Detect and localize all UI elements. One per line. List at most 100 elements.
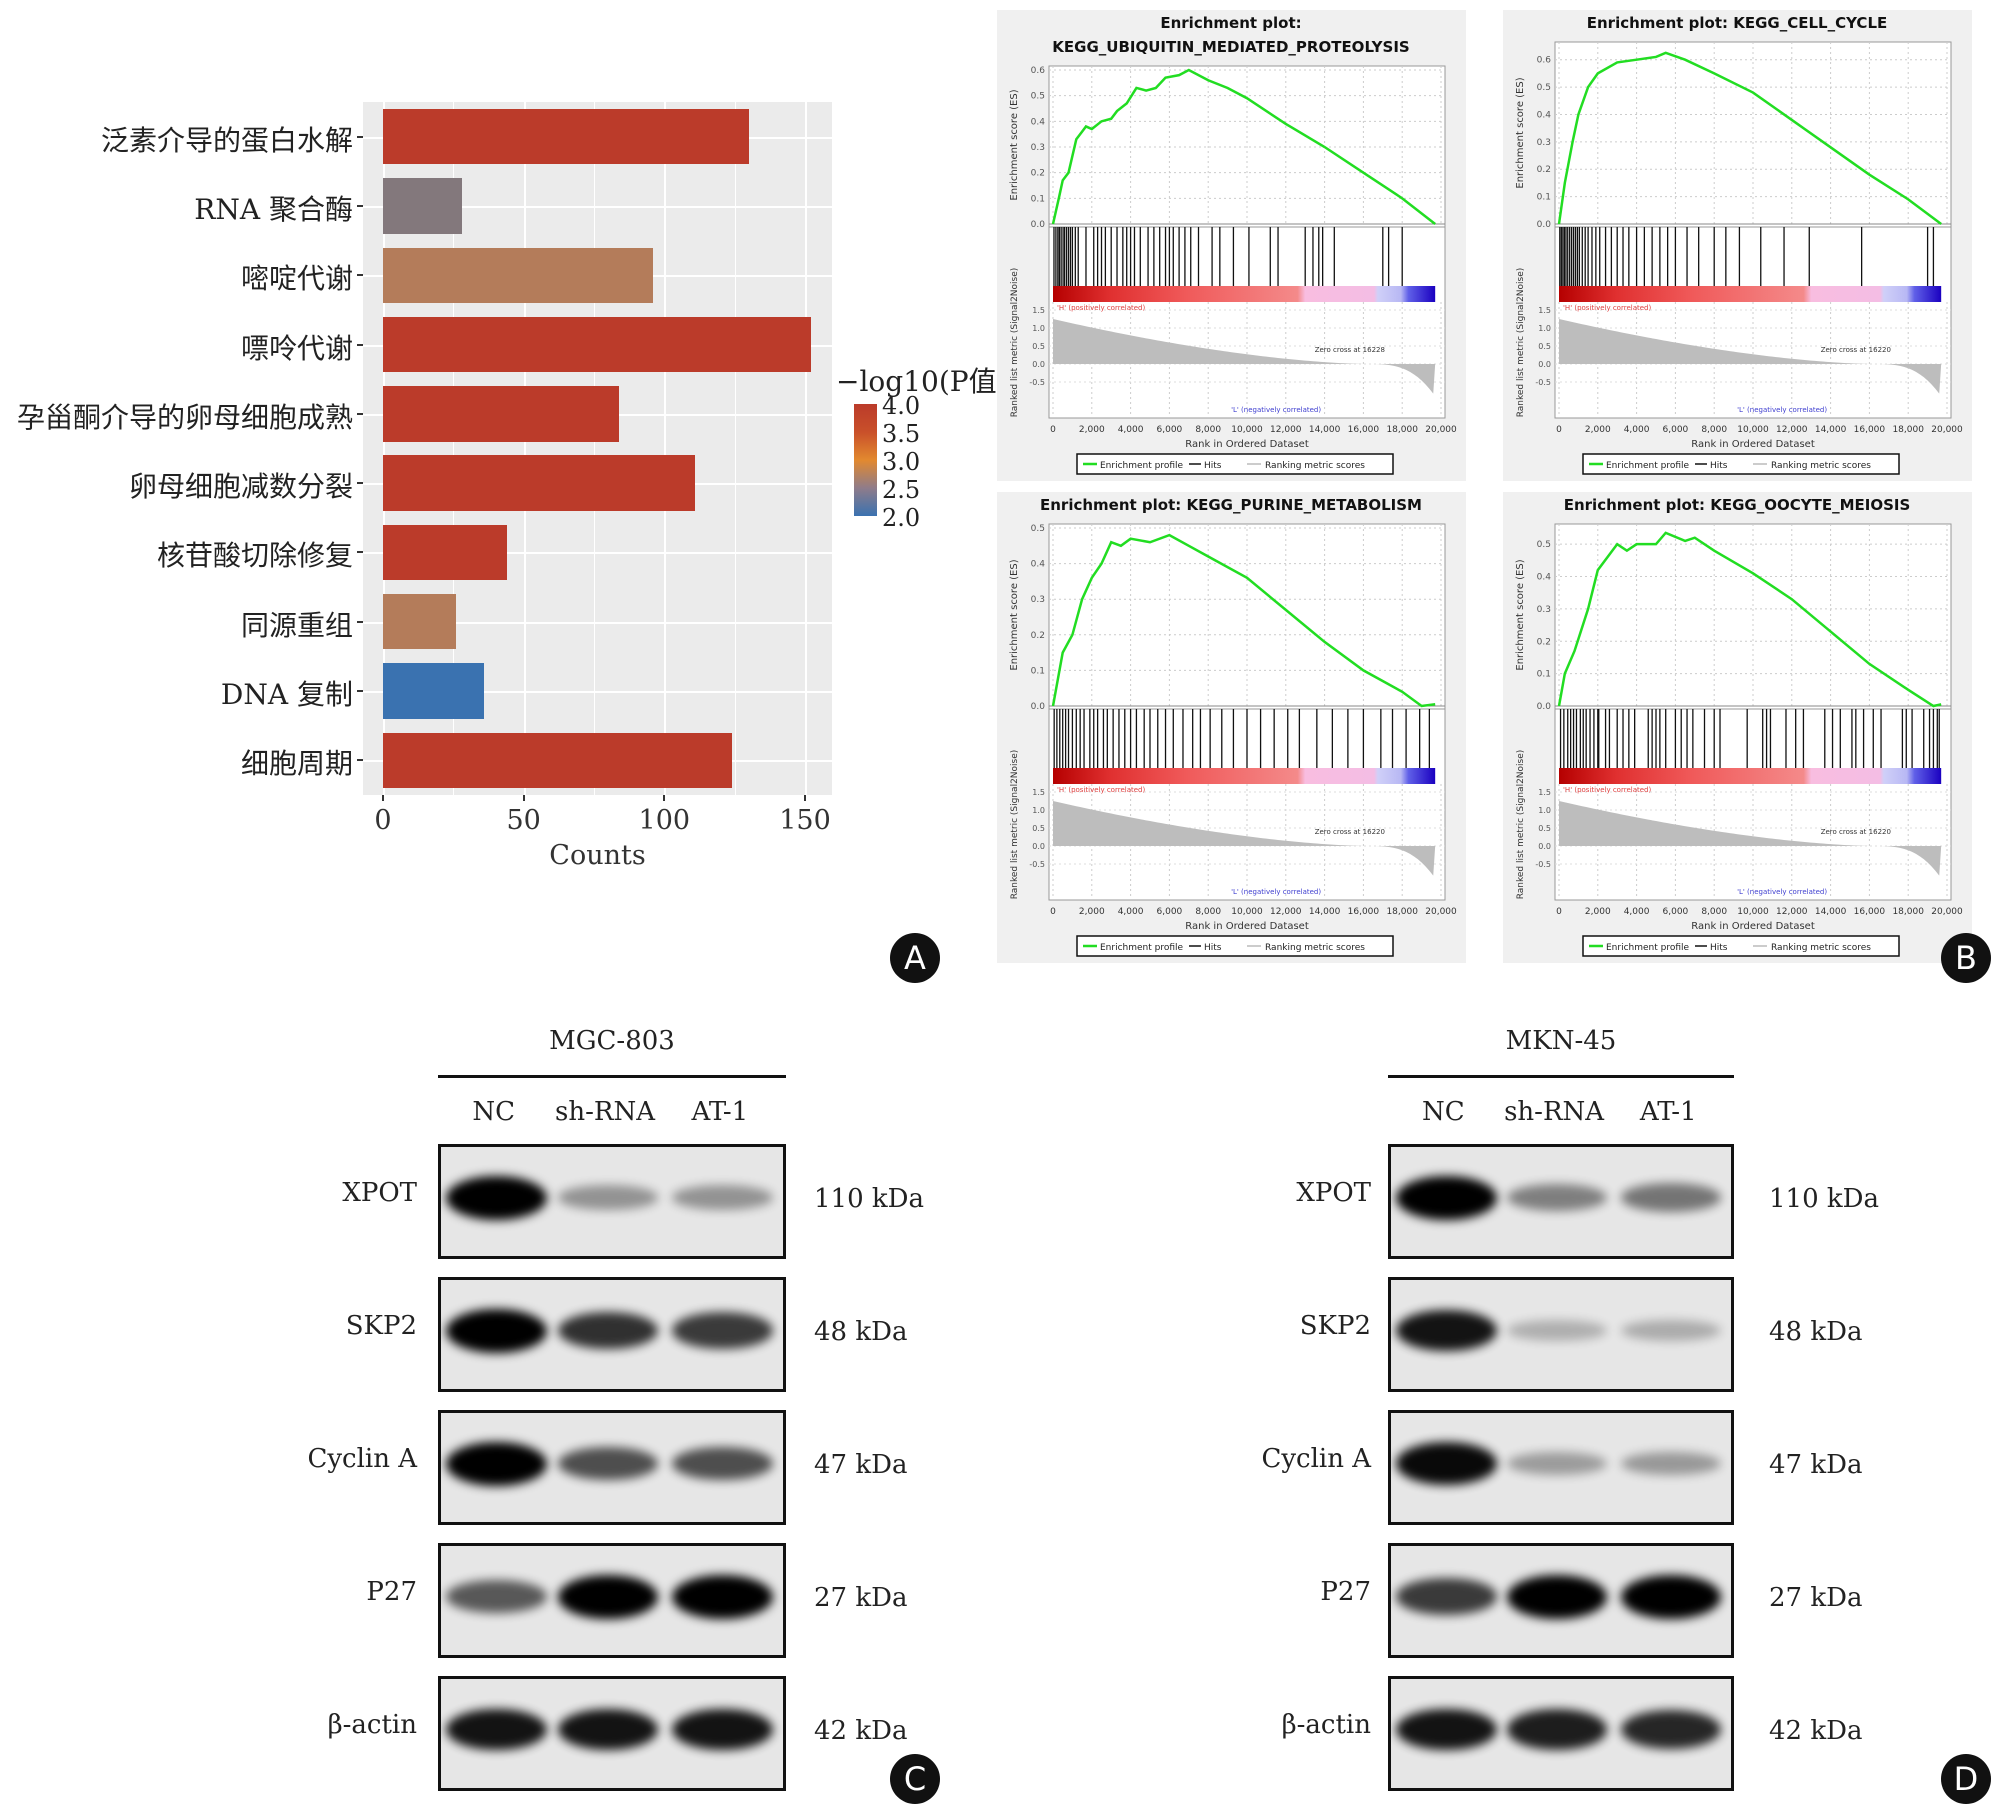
y-tick-label: 0.1 bbox=[1537, 670, 1551, 680]
enrichment-profile-line bbox=[1051, 533, 1436, 708]
blot-strip bbox=[438, 1277, 786, 1392]
cell-line-title: MGC-803 bbox=[549, 1026, 675, 1056]
molecular-weight-label: 48 kDa bbox=[1769, 1317, 1863, 1347]
negative-label: 'L' (negatively correlated) bbox=[1231, 888, 1321, 896]
protein-band bbox=[1396, 1175, 1497, 1220]
bar bbox=[383, 732, 732, 789]
metric-tick-label: 1.0 bbox=[1032, 324, 1045, 333]
protein-band bbox=[446, 1441, 548, 1486]
y-tick-label: 0.2 bbox=[1537, 165, 1551, 175]
gridline bbox=[664, 102, 667, 795]
x-tick-label: 0 bbox=[374, 805, 392, 836]
legend-item: Enrichment profile bbox=[1606, 943, 1690, 953]
y-tick-label: 0.5 bbox=[1537, 540, 1551, 550]
protein-band bbox=[672, 1708, 774, 1751]
legend-item: Ranking metric scores bbox=[1265, 461, 1365, 471]
cell-line-title: MKN-45 bbox=[1505, 1026, 1617, 1056]
protein-band bbox=[672, 1312, 774, 1349]
metric-tick-label: -0.5 bbox=[1029, 378, 1045, 387]
y-tick-label: 0.1 bbox=[1031, 666, 1045, 676]
tick-mark bbox=[522, 795, 525, 801]
gridline bbox=[363, 621, 832, 624]
positive-label: 'H' (positively correlated) bbox=[1563, 304, 1651, 312]
category-label: 同源重组 bbox=[240, 608, 353, 642]
category-label: DNA 复制 bbox=[220, 678, 353, 712]
ranking-color-bar bbox=[1053, 768, 1436, 784]
legend-item: Ranking metric scores bbox=[1771, 943, 1871, 953]
y-tick-label: 0.2 bbox=[1031, 169, 1045, 179]
colorbar-tick-label: 2.5 bbox=[882, 476, 921, 504]
category-label: 泛素介导的蛋白水解 bbox=[100, 123, 353, 157]
protein-band bbox=[557, 1446, 659, 1481]
lane-label: NC bbox=[472, 1097, 515, 1127]
x-tick-label: 16,000 bbox=[1348, 425, 1380, 435]
metric-tick-label: -0.5 bbox=[1029, 860, 1045, 869]
x-tick-label: 10,000 bbox=[1737, 425, 1769, 435]
ranking-metric-area bbox=[1559, 319, 1942, 394]
x-tick-label: 12,000 bbox=[1270, 425, 1302, 435]
enrichment-profile-line bbox=[1557, 51, 1942, 226]
bar bbox=[383, 316, 811, 373]
y-tick-label: 0.0 bbox=[1537, 220, 1552, 230]
metric-tick-label: 0.0 bbox=[1538, 360, 1551, 369]
legend-box bbox=[1582, 935, 1900, 957]
bar bbox=[383, 594, 457, 650]
molecular-weight-label: 48 kDa bbox=[814, 1317, 908, 1347]
panel-label-a: A bbox=[890, 933, 940, 983]
tick-mark bbox=[357, 274, 363, 277]
x-tick-label: 20,000 bbox=[1931, 907, 1963, 917]
tick-mark bbox=[357, 690, 363, 693]
y-tick-label: 0.4 bbox=[1031, 117, 1046, 127]
x-tick-label: 14,000 bbox=[1309, 907, 1341, 917]
x-tick-label: 6,000 bbox=[1663, 425, 1689, 435]
x-tick-label: 20,000 bbox=[1425, 425, 1457, 435]
negative-label: 'L' (negatively correlated) bbox=[1231, 406, 1321, 414]
tick-mark bbox=[382, 795, 384, 801]
x-tick-label: 6,000 bbox=[1157, 907, 1183, 917]
y-tick-label: 0.1 bbox=[1031, 194, 1045, 204]
blot-strip bbox=[438, 1676, 786, 1791]
negative-label: 'L' (negatively correlated) bbox=[1737, 888, 1827, 896]
x-tick-label: 100 bbox=[638, 805, 691, 836]
x-tick-label: 8,000 bbox=[1701, 907, 1727, 917]
y-tick-label: 0.2 bbox=[1031, 631, 1045, 641]
blot-strip bbox=[438, 1410, 786, 1525]
protein-band bbox=[672, 1446, 774, 1481]
y-tick-label: 0.4 bbox=[1537, 110, 1552, 120]
x-axis-title: Rank in Ordered Dataset bbox=[1691, 921, 1815, 932]
positive-label: 'H' (positively correlated) bbox=[1057, 304, 1145, 312]
gridline bbox=[363, 205, 832, 208]
protein-label: SKP2 bbox=[345, 1311, 417, 1341]
y-tick-label: 0.3 bbox=[1537, 605, 1551, 615]
x-tick-label: 10,000 bbox=[1737, 907, 1769, 917]
x-tick-label: 4,000 bbox=[1118, 425, 1144, 435]
protein-band bbox=[1396, 1442, 1497, 1485]
x-tick-label: 12,000 bbox=[1776, 907, 1808, 917]
x-tick-label: 16,000 bbox=[1348, 907, 1380, 917]
protein-band bbox=[1506, 1574, 1608, 1619]
gsea-svg: Enrichment plot: KEGG_OOCYTE_MEIOSIS 0 2,0… bbox=[1515, 496, 1963, 957]
negative-label: 'L' (negatively correlated) bbox=[1737, 406, 1827, 414]
molecular-weight-label: 110 kDa bbox=[814, 1184, 924, 1214]
metric-tick-label: 0.0 bbox=[1032, 360, 1045, 369]
bar bbox=[383, 247, 654, 303]
metric-tick-label: 1.5 bbox=[1032, 788, 1045, 797]
category-label: 嘧啶代谢 bbox=[240, 262, 353, 296]
x-tick-label: 4,000 bbox=[1624, 907, 1650, 917]
zero-cross-label: Zero cross at 16228 bbox=[1315, 346, 1385, 354]
gridline bbox=[523, 102, 526, 795]
x-axis-title: Rank in Ordered Dataset bbox=[1185, 439, 1309, 450]
x-tick-label: 18,000 bbox=[1386, 425, 1418, 435]
colorbar-tick-label: 3.5 bbox=[882, 420, 921, 448]
tick-mark bbox=[804, 795, 806, 801]
x-tick-label: 150 bbox=[779, 805, 831, 836]
zero-cross-label: Zero cross at 16220 bbox=[1821, 346, 1891, 354]
gridline bbox=[734, 102, 736, 795]
blot-strip bbox=[438, 1543, 786, 1658]
colorbar-tick-label: 3.0 bbox=[882, 448, 921, 476]
metric-axis-title: Ranked list metric (Signal2Noise) bbox=[1010, 750, 1020, 900]
ranking-color-bar bbox=[1053, 286, 1436, 302]
x-tick-label: 14,000 bbox=[1815, 425, 1847, 435]
molecular-weight-label: 27 kDa bbox=[1769, 1583, 1863, 1613]
panel-label-b: B bbox=[1941, 933, 1991, 983]
